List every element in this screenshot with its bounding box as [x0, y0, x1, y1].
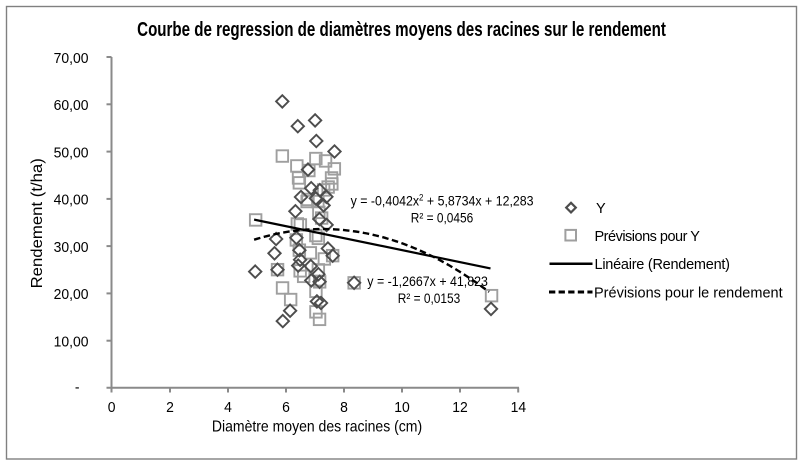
svg-text:R² = 0,0153: R² = 0,0153 — [398, 290, 460, 306]
svg-text:y = -0,4042x2 + 5,8734x + 12,2: y = -0,4042x2 + 5,8734x + 12,283 — [351, 192, 534, 209]
svg-text:20,00: 20,00 — [54, 287, 89, 304]
svg-text:2: 2 — [166, 400, 174, 417]
svg-text:Diamètre moyen des racines (cm: Diamètre moyen des racines (cm) — [212, 419, 422, 436]
svg-text:10,00: 10,00 — [54, 334, 89, 351]
svg-text:60,00: 60,00 — [54, 98, 89, 115]
svg-text:6: 6 — [282, 400, 290, 417]
svg-text:70,00: 70,00 — [54, 50, 89, 67]
svg-text:-: - — [75, 380, 80, 397]
svg-text:4: 4 — [224, 400, 232, 417]
svg-text:Prévisions pour Y: Prévisions pour Y — [595, 229, 701, 245]
svg-text:10: 10 — [394, 400, 409, 417]
svg-text:Courbe de regression de diamèt: Courbe de regression de diamètres moyens… — [137, 18, 666, 41]
svg-text:Prévisions pour le rendement: Prévisions pour le rendement — [594, 285, 783, 301]
svg-text:8: 8 — [340, 400, 348, 417]
svg-text:0: 0 — [108, 400, 116, 417]
svg-text:40,00: 40,00 — [54, 192, 89, 209]
svg-text:14: 14 — [511, 400, 526, 417]
svg-text:Rendement (t/ha): Rendement (t/ha) — [29, 158, 46, 288]
svg-text:Y: Y — [596, 201, 606, 217]
svg-text:y = -1,2667x + 41,823: y = -1,2667x + 41,823 — [367, 273, 488, 289]
svg-text:12: 12 — [452, 400, 467, 417]
svg-text:50,00: 50,00 — [54, 145, 89, 162]
svg-text:30,00: 30,00 — [54, 239, 89, 256]
svg-text:Linéaire (Rendement): Linéaire (Rendement) — [595, 257, 730, 273]
svg-text:R² = 0,0456: R² = 0,0456 — [411, 209, 473, 225]
